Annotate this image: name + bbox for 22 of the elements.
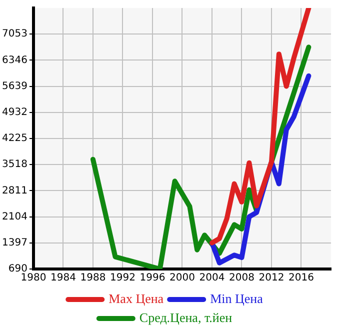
legend-label: Max Цена <box>108 290 164 306</box>
x-tick-label: 2008 <box>229 272 254 284</box>
x-tick-label: 2000 <box>170 272 195 284</box>
x-tick-label: 1984 <box>50 272 76 284</box>
x-tick-label: 1992 <box>110 272 136 284</box>
y-tick-label: 1397 <box>2 237 28 248</box>
y-tick-label: 4225 <box>2 133 28 144</box>
x-tick-label: 1980 <box>20 272 46 284</box>
y-tick-label: 6346 <box>2 54 28 66</box>
x-tick-label: 2004 <box>199 272 225 284</box>
x-tick-label: 2016 <box>288 272 314 284</box>
y-tick-label: 2811 <box>2 185 28 196</box>
legend-label: Сред.Цена, т.йен <box>139 310 232 325</box>
y-tick-label: 5639 <box>2 80 28 92</box>
y-tick-label: 3518 <box>2 159 28 170</box>
legend-label: Min Цена <box>210 290 264 306</box>
y-tick-label: 4932 <box>2 106 28 118</box>
y-tick-label: 2104 <box>2 211 28 222</box>
x-tick-label: 1988 <box>80 272 106 284</box>
x-tick-label: 2012 <box>258 272 284 284</box>
y-tick-label: 7053 <box>2 28 28 40</box>
x-tick-label: 1996 <box>140 272 166 284</box>
